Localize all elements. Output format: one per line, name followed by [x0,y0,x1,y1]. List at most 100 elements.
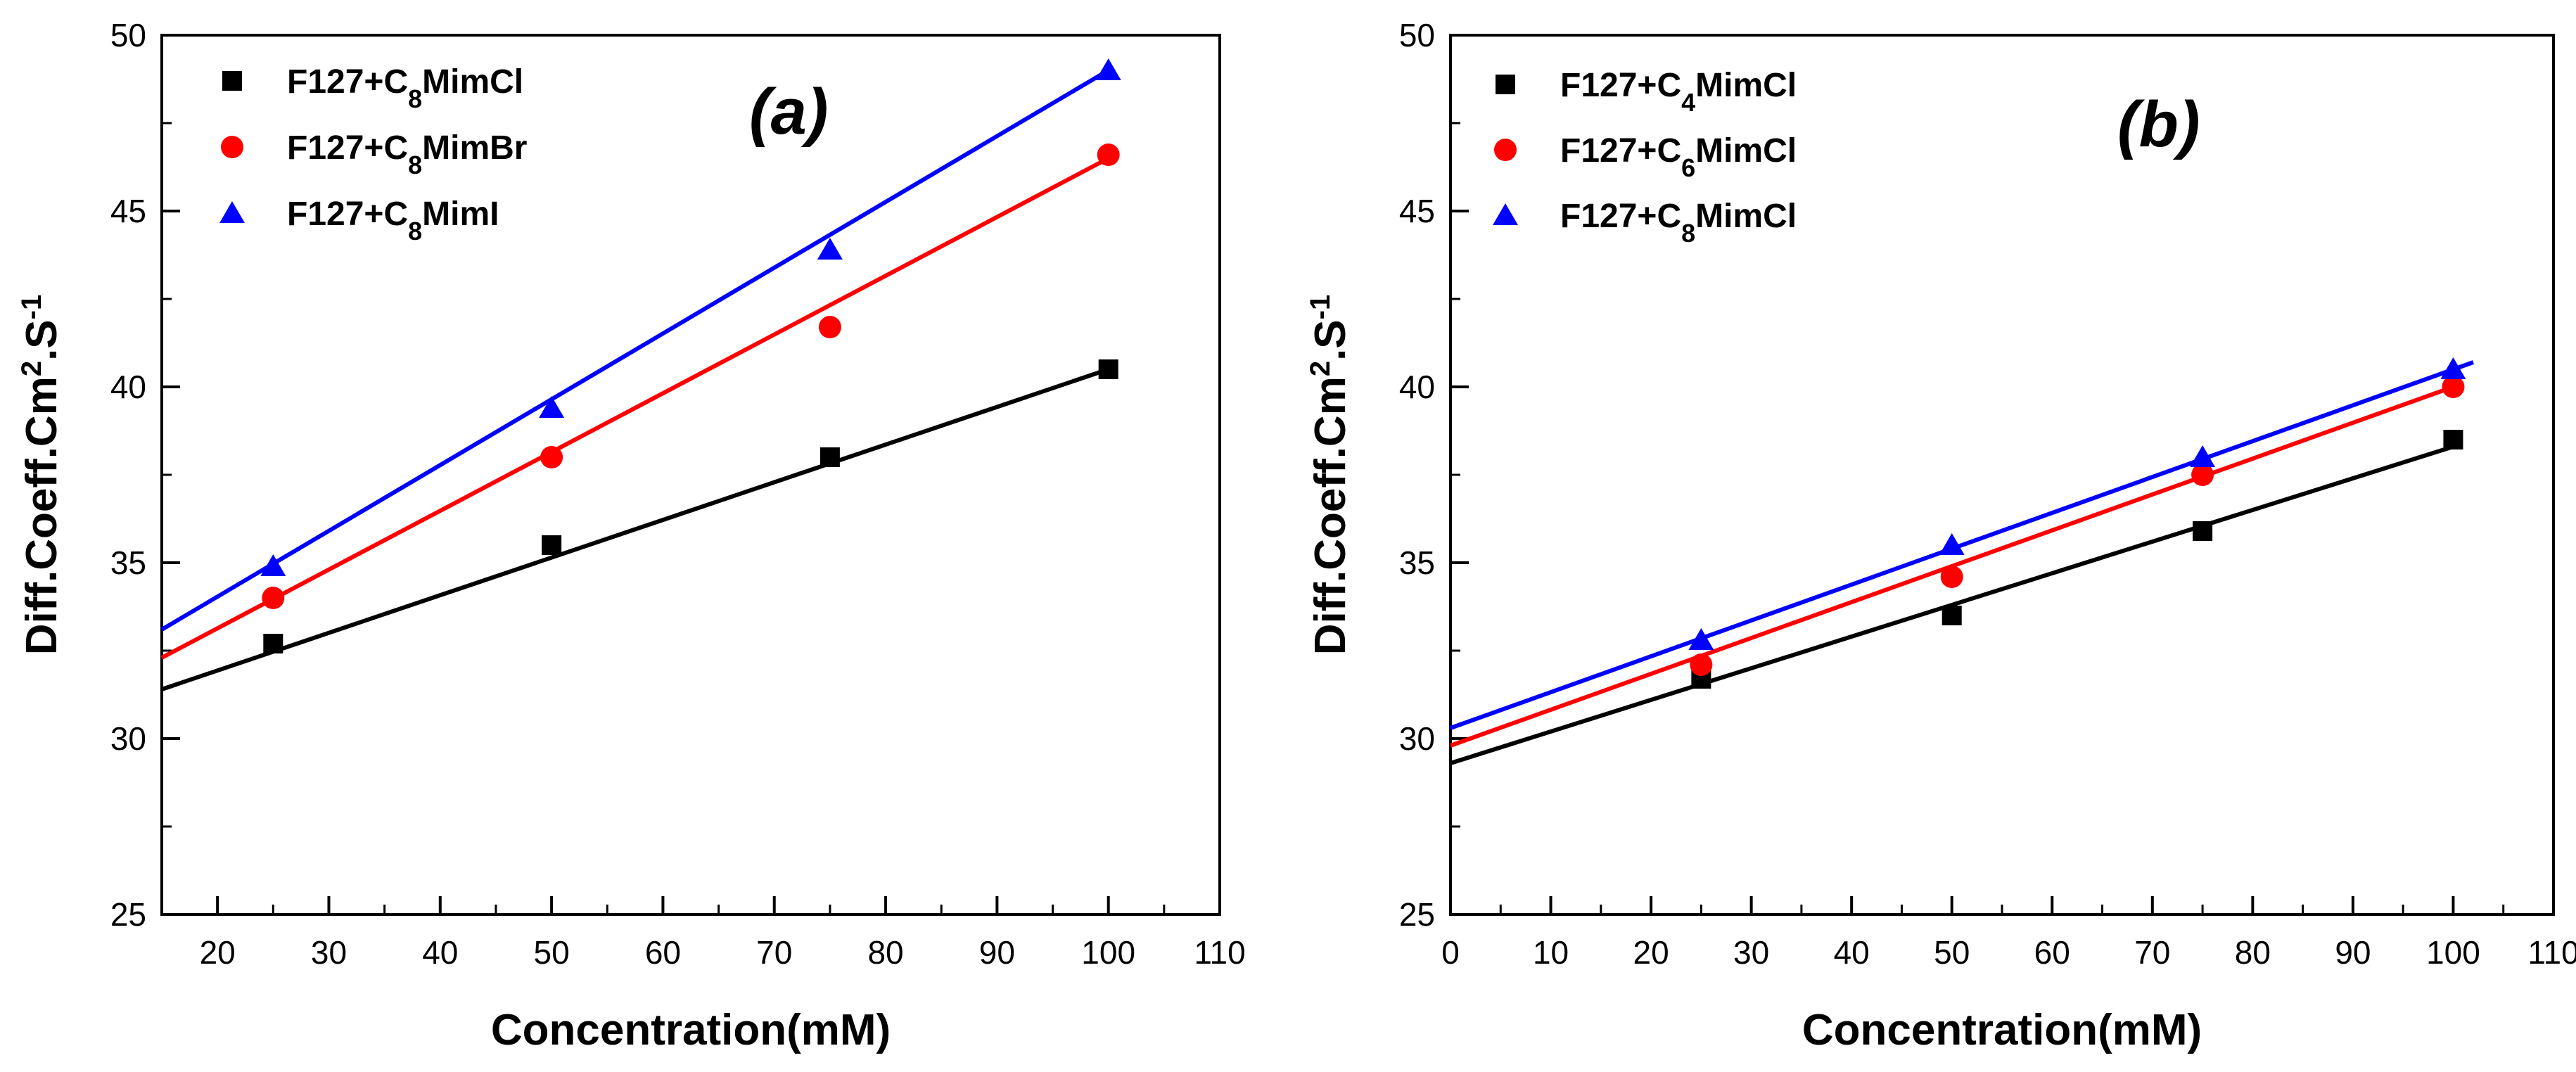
data-point [540,446,563,468]
data-point [1941,606,1962,625]
data-point [260,554,286,576]
legend-label-post: MimI [422,196,499,233]
data-point [2442,376,2465,398]
y-axis-title-base: Diff.Coeff.Cm [1306,376,1355,655]
legend-label-pre: F127+C [287,63,408,101]
legend-label: F127+C8MimCl [287,63,523,113]
legend-label-pre: F127+C [1560,198,1681,235]
legend-label-sub: 8 [408,151,422,179]
data-point [542,535,562,555]
y-tick-label: 50 [1399,17,1435,53]
x-tick-label: 10 [1533,934,1569,971]
data-point [539,396,565,418]
x-tick-label: 90 [2335,934,2371,971]
plot-frame [160,34,1221,916]
series-F127+C8MimCl [161,359,1118,691]
legend-label: F127+C4MimCl [1560,67,1797,117]
legend-label-post: MimCl [1695,198,1797,235]
y-tick-label: 45 [110,193,146,229]
x-tick-label: 110 [1194,934,1245,971]
y-tick-label: 30 [110,720,146,757]
chart-panel-b: 0 10 20 30 40 50 60 70 80 90 100 110 25 30 35 40 45 50 Con… [1305,17,2576,1054]
x-axis-title: Concentration(mM) [491,1006,891,1054]
series-F127+C8MimBr [160,143,1120,660]
legend-label-post: MimCl [422,63,523,101]
y-axis-title-sup: -1 [16,295,47,320]
legend-label-pre: F127+C [1560,67,1681,104]
data-point [1688,628,1714,650]
x-tick-label: 40 [422,934,458,971]
data-point [263,634,283,653]
legend-label-post: MimCl [1695,67,1797,104]
panel-label: (a) [749,76,828,148]
chart-panel-a: 20 30 40 50 60 70 80 90 100 110 25 30 35 40 45 50 Concen… [16,17,1246,1054]
x-tick-label: 20 [200,934,236,971]
data-point [1690,653,1713,676]
y-tick-label: 35 [110,544,146,581]
data-point [1940,566,1963,588]
series-F127+C8MimI [160,58,1121,632]
y-axis-title: Diff.Coeff.Cm2.S-1 [1305,295,1355,656]
y-tick-label: 40 [110,369,146,405]
y-axis-title-sup: 2 [1305,361,1336,376]
y-axis-title-base: Diff.Coeff.Cm [18,376,66,655]
data-point [2193,521,2213,541]
y-tick-label: 35 [1399,544,1435,581]
y-axis-title: Diff.Coeff.Cm2.S-1 [16,295,66,656]
legend-marker [1496,75,1515,94]
x-tick-label: 100 [1081,934,1135,971]
legend-label-sub: 8 [408,84,422,113]
fit-line [1450,445,2454,765]
legend-label-post: MimBr [422,129,527,167]
legend-label: F127+C8MimBr [287,129,527,179]
series-F127+C8MimCl [1449,357,2474,730]
y-tick-label: 25 [110,896,146,933]
y-tick-label: 45 [1399,193,1435,229]
data-point [1098,359,1118,379]
data-point [2190,445,2216,467]
legend-label-sub: 4 [1681,88,1695,117]
y-tick-label: 25 [1399,896,1435,933]
legend-marker [1494,139,1517,161]
legend-label-sub: 8 [408,217,422,245]
legend-label-post: MimCl [1695,132,1797,170]
legend-label-pre: F127+C [287,196,408,233]
fit-line [161,367,1109,691]
series-F127+C6MimCl [1449,376,2465,748]
panel-label: (b) [2117,89,2200,160]
legend-label-pre: F127+C [287,129,408,167]
data-point [820,447,840,467]
fit-line [160,156,1110,660]
legend-marker [222,71,242,91]
legend-marker [221,136,243,158]
legend-marker [219,201,245,223]
y-tick-label: 30 [1399,720,1435,757]
x-tick-label: 70 [756,934,792,971]
data-point [1939,533,1965,555]
data-point [818,316,841,338]
y-axis-title-sup: -1 [1305,295,1336,320]
x-tick-label: 100 [2426,934,2480,971]
fit-line [160,68,1110,632]
x-tick-label: 90 [979,934,1015,971]
x-tick-label: 30 [311,934,347,971]
x-tick-label: 80 [2235,934,2271,971]
fit-line [1449,360,2474,730]
legend-label-pre: F127+C [1560,132,1681,170]
x-tick-label: 0 [1441,934,1460,971]
legend-label-sub: 8 [1681,219,1695,248]
data-point [2443,430,2463,449]
y-tick-label: 50 [110,17,146,53]
data-point [2191,464,2214,486]
x-tick-label: 40 [1834,934,1870,971]
x-tick-label: 50 [1934,934,1970,971]
data-point [1097,143,1120,166]
legend-label: F127+C8MimI [287,196,499,245]
data-point [1095,58,1121,80]
legend-label: F127+C6MimCl [1560,132,1797,182]
x-tick-label: 60 [645,934,681,971]
y-axis-title-mid: .S [1306,319,1355,361]
y-axis-title-mid: .S [18,319,66,361]
